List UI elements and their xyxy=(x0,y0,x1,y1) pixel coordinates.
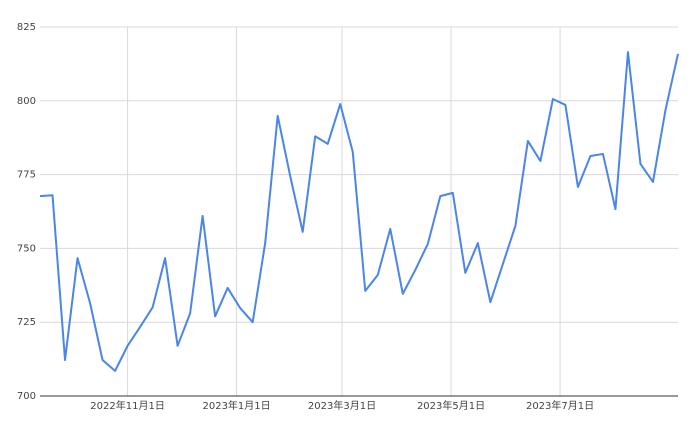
y-tick-label: 750 xyxy=(17,243,36,254)
y-tick-label: 825 xyxy=(17,22,36,33)
y-tick-label: 800 xyxy=(17,96,36,107)
y-tick-label: 775 xyxy=(17,170,36,181)
y-tick-label: 725 xyxy=(17,317,36,328)
y-tick-label: 700 xyxy=(17,391,36,402)
data-line xyxy=(39,51,679,372)
x-tick-label: 2023年3月1日 xyxy=(308,399,376,412)
x-tick-label: 2023年1月1日 xyxy=(202,399,270,412)
x-tick-label: 2022年11月1日 xyxy=(90,399,165,412)
x-tick-label: 2023年5月1日 xyxy=(417,399,485,412)
x-tick-label: 2023年7月1日 xyxy=(526,399,594,412)
